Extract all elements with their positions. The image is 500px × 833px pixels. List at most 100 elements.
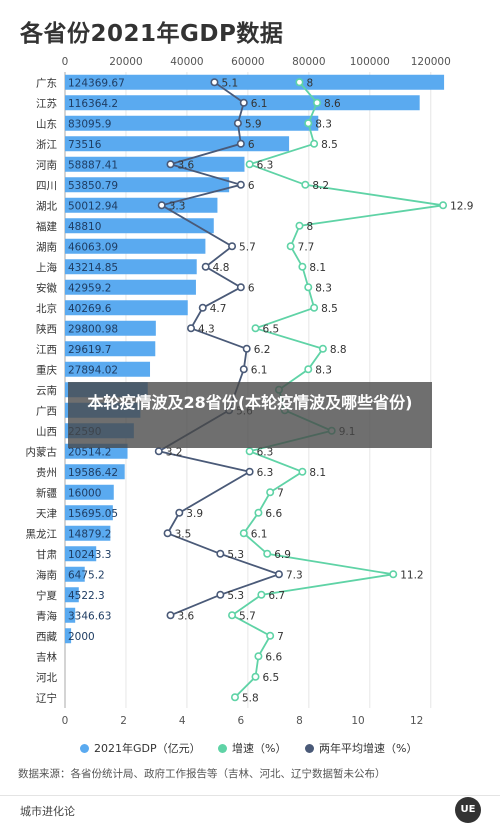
footer-divider <box>0 795 500 796</box>
avg-growth-point <box>236 180 245 189</box>
growth-label: 8 <box>306 221 313 233</box>
top-tick-label: 120000 <box>411 56 451 68</box>
legend-swatch-gdp <box>80 744 89 753</box>
avg-growth-label: 5.3 <box>227 590 244 602</box>
bottom-tick-label: 4 <box>179 715 186 727</box>
avg-growth-label: 6.3 <box>257 467 274 479</box>
gdp-bar-label: 27894.02 <box>68 364 118 376</box>
growth-label: 8.2 <box>312 180 329 192</box>
category-label: 新疆 <box>36 486 57 499</box>
growth-point <box>266 488 275 497</box>
growth-point <box>245 160 254 169</box>
legend-item-growth: 增速（%） <box>218 740 286 756</box>
category-label: 内蒙古 <box>26 445 58 458</box>
bottom-tick-label: 0 <box>62 715 69 727</box>
category-label: 吉林 <box>36 650 57 663</box>
avg-growth-label: 3.9 <box>186 508 203 520</box>
growth-label: 6.6 <box>265 651 282 663</box>
gdp-bar-label: 14879.2 <box>68 528 111 540</box>
growth-point <box>298 262 307 271</box>
growth-label: 8.5 <box>321 303 338 315</box>
growth-label: 11.2 <box>400 569 423 581</box>
growth-point <box>251 324 260 333</box>
growth-label: 8.6 <box>324 98 341 110</box>
avg-growth-label: 6.2 <box>254 344 271 356</box>
gdp-bar-label: 48810 <box>68 221 101 233</box>
category-label: 山东 <box>36 117 57 130</box>
gdp-bar-label: 83095.9 <box>68 118 111 130</box>
growth-point <box>301 180 310 189</box>
growth-point <box>310 139 319 148</box>
gdp-bar-label: 29800.98 <box>68 323 118 335</box>
growth-label: 8.3 <box>315 364 332 376</box>
growth-point <box>254 652 263 661</box>
avg-growth-label: 3.2 <box>166 446 183 458</box>
gdp-bar-label: 19586.42 <box>68 467 118 479</box>
growth-label: 6.6 <box>265 508 282 520</box>
gdp-bar <box>65 341 156 357</box>
growth-point <box>439 201 448 210</box>
gdp-bar-label: 50012.94 <box>68 200 118 212</box>
growth-label: 6.5 <box>263 323 280 335</box>
legend-label-gdp: 2021年GDP（亿元） <box>94 742 201 755</box>
category-label: 上海 <box>36 261 57 274</box>
growth-label: 6.7 <box>268 590 285 602</box>
legend-swatch-growth <box>218 744 227 753</box>
legend-label-growth: 增速（%） <box>232 742 287 755</box>
page-title: 各省份2021年GDP数据 <box>20 21 284 47</box>
category-label: 重庆 <box>36 363 57 376</box>
gdp-bar <box>65 505 113 521</box>
category-label: 云南 <box>36 384 57 397</box>
avg-growth-label: 5.9 <box>245 118 262 130</box>
category-label: 西藏 <box>36 631 57 643</box>
growth-point <box>263 549 272 558</box>
legend-item-avg-growth: 两年平均增速（%） <box>305 740 417 756</box>
gdp-bar-label: 4522.3 <box>68 590 105 602</box>
gdp-bar <box>65 546 97 562</box>
avg-growth-label: 5.3 <box>227 549 244 561</box>
gdp-bar <box>65 279 196 295</box>
gdp-bar <box>65 628 72 644</box>
category-label: 湖北 <box>36 200 57 212</box>
gdp-bar <box>65 300 188 316</box>
avg-growth-label: 4.3 <box>198 323 215 335</box>
avg-growth-point <box>210 78 219 87</box>
gdp-bar-label: 15695.05 <box>68 508 118 520</box>
gdp-bar-label: 2000 <box>68 631 95 643</box>
gdp-bar <box>65 484 114 500</box>
gdp-bar <box>65 607 76 623</box>
gdp-bar-label: 124369.67 <box>68 77 125 89</box>
category-label: 山西 <box>36 426 57 438</box>
category-label: 宁夏 <box>36 589 57 602</box>
growth-label: 6.1 <box>251 528 268 540</box>
growth-point <box>228 611 237 620</box>
avg-growth-point <box>166 160 175 169</box>
gdp-bar-label: 3346.63 <box>68 610 111 622</box>
category-label: 浙江 <box>36 139 57 151</box>
avg-growth-point <box>274 570 283 579</box>
legend-swatch-avg-growth <box>305 744 314 753</box>
gdp-bar <box>65 156 245 172</box>
gdp-bar <box>65 464 125 480</box>
source-note: 数据来源：各省份统计局、政府工作报告等（吉林、河北、辽宁数据暂未公布） <box>18 768 386 780</box>
growth-point <box>295 221 304 230</box>
legend-label-avg-growth: 两年平均增速（%） <box>319 742 418 755</box>
avg-growth-point <box>157 201 166 210</box>
avg-growth-label: 4.8 <box>213 262 230 274</box>
avg-growth-label: 6 <box>248 282 255 294</box>
growth-label: 8.8 <box>330 344 347 356</box>
avg-growth-label: 6 <box>248 180 255 192</box>
avg-growth-point <box>166 611 175 620</box>
category-label: 江西 <box>36 344 57 356</box>
gdp-bar-label: 73516 <box>68 139 102 151</box>
category-label: 黑龙江 <box>26 527 58 540</box>
top-tick-label: 0 <box>62 56 69 68</box>
gdp-bar <box>65 525 111 541</box>
avg-growth-label: 6.1 <box>251 98 268 110</box>
avg-growth-label: 6.1 <box>251 364 268 376</box>
bottom-tick-label: 10 <box>351 715 364 727</box>
top-tick-label: 60000 <box>231 56 264 68</box>
gdp-bar-label: 116364.2 <box>68 98 118 110</box>
category-label: 江苏 <box>36 97 57 110</box>
avg-growth-point <box>187 324 196 333</box>
